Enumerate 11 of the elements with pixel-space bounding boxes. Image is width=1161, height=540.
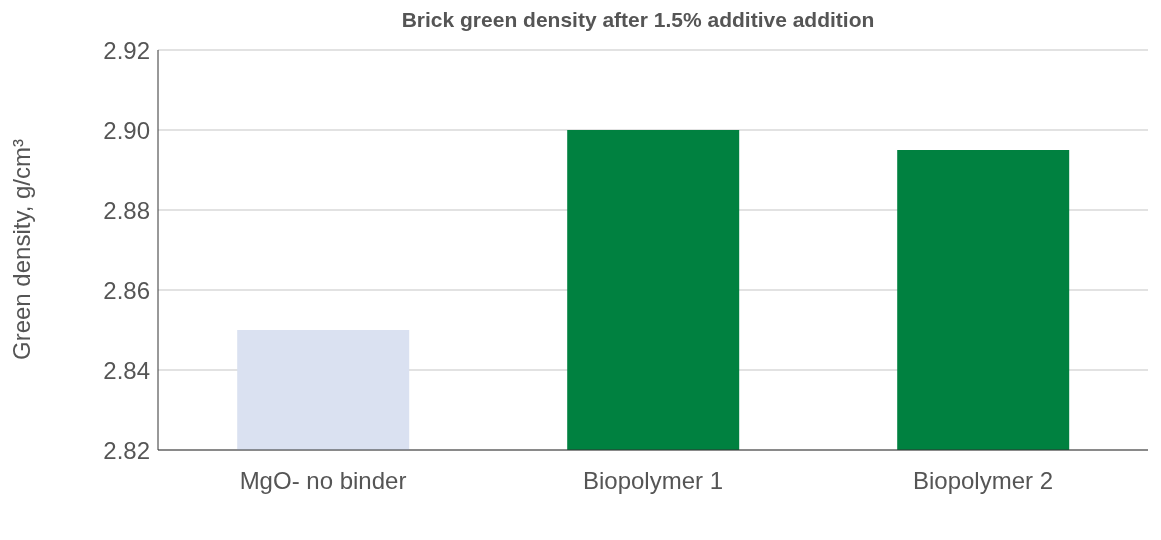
- y-tick-label: 2.82: [103, 436, 150, 464]
- x-tick-label: Biopolymer 1: [582, 467, 724, 495]
- y-tick-label: 2.86: [103, 276, 150, 304]
- x-tick-label: MgO- no binder: [239, 467, 407, 495]
- y-tick-label: 2.88: [103, 196, 150, 224]
- y-axis-title: Green density, g/cm³: [7, 139, 35, 360]
- y-tick-label: 2.92: [103, 36, 150, 64]
- y-tick-label: 2.90: [103, 116, 150, 144]
- chart-title: Brick green density after 1.5% additive addition: [400, 8, 876, 32]
- x-tick-label: Biopolymer 2: [912, 467, 1054, 495]
- y-tick-label: 2.84: [103, 356, 150, 384]
